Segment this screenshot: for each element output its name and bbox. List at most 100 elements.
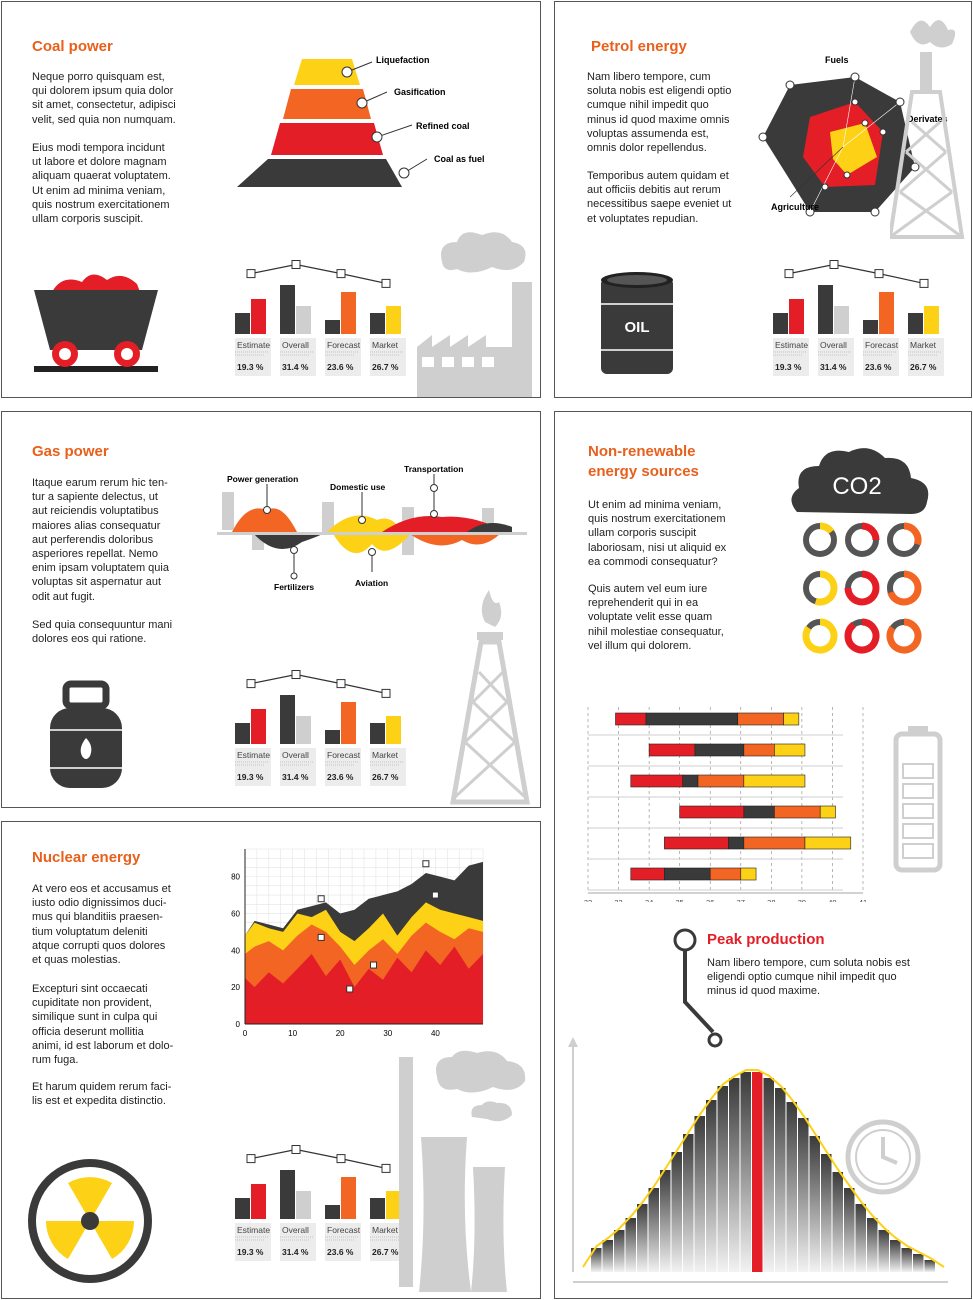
range-segment xyxy=(783,712,800,726)
co2-label: CO2 xyxy=(832,473,881,500)
peak-bar xyxy=(717,1086,728,1272)
trend-marker xyxy=(246,269,256,279)
petrol-paragraph-2: Temporibus autem quidam et aut officiis … xyxy=(587,170,732,225)
trend-line xyxy=(250,1148,387,1169)
bar-label-box xyxy=(235,338,271,376)
peak-bar xyxy=(729,1078,740,1272)
area-marker xyxy=(346,985,354,993)
range-segment xyxy=(630,867,665,881)
peak-bar xyxy=(867,1218,878,1272)
peak-bar xyxy=(752,1072,763,1272)
peak-bar xyxy=(821,1154,832,1272)
donut-segment xyxy=(887,570,922,606)
bar-category-label: Estimate xyxy=(775,340,808,350)
trend-marker xyxy=(291,670,301,679)
bar xyxy=(818,285,833,334)
coal-panel: Coal power Neque porro quisquam est, qui… xyxy=(1,1,541,398)
y-tick-label: 20 xyxy=(231,983,240,992)
petrol-radar-chart: Fuels Derivates Agriculture xyxy=(758,55,948,217)
peak-bar xyxy=(809,1136,820,1272)
radar-label: Agriculture xyxy=(771,202,819,212)
gas-panel: Gas power Itaque earum rerum hic ten- tu… xyxy=(1,411,541,808)
area-series xyxy=(245,946,483,1024)
bar xyxy=(908,313,923,334)
bar xyxy=(773,313,788,334)
bar-value-label: 19.3 % xyxy=(237,362,264,372)
bar-value-label: 26.7 % xyxy=(372,362,399,372)
range-segment xyxy=(728,836,745,850)
range-segment xyxy=(694,743,745,757)
peak-text: Nam libero tempore, cum soluta nobis est… xyxy=(707,957,910,998)
bar xyxy=(386,716,401,744)
area-marker xyxy=(422,860,430,868)
peak-bar xyxy=(832,1172,843,1272)
bar-label-box xyxy=(325,338,361,376)
range-segment xyxy=(743,774,806,788)
bar xyxy=(251,1184,266,1219)
peak-bar xyxy=(625,1218,636,1272)
nonrenewable-paragraph-1: Ut enim ad minima veniam, quis nostrum e… xyxy=(588,499,727,568)
donut-hole xyxy=(896,628,912,644)
bell-curve xyxy=(582,1069,945,1268)
bar-value-label: 19.3 % xyxy=(237,1247,264,1257)
nuclear-panel: Nuclear energy At vero eos et accusamus … xyxy=(1,821,541,1299)
range-segment xyxy=(737,712,784,726)
peak-bar xyxy=(660,1170,671,1272)
peak-pointer xyxy=(673,928,723,1048)
bar-category-label: Forecast xyxy=(327,1225,361,1235)
trend-marker xyxy=(919,278,929,288)
range-segment xyxy=(774,743,806,757)
peak-bar xyxy=(591,1248,602,1272)
nuclear-paragraph-3: Et harum quidem rerum faci- lis est et e… xyxy=(32,1081,172,1108)
nonrenewable-paragraph-2: Quis autem vel eum iure reprehenderit qu… xyxy=(588,583,724,652)
range-segment xyxy=(664,836,729,850)
bar-category-label: Estimate xyxy=(237,340,270,350)
bar-label-box xyxy=(280,748,316,786)
bar xyxy=(325,320,340,334)
bar xyxy=(296,1191,311,1219)
range-segment xyxy=(743,836,806,850)
oil-barrel-icon: OIL xyxy=(601,272,673,374)
y-axis-arrow xyxy=(568,1037,578,1047)
trend-marker xyxy=(336,679,346,689)
bar-value-label: 31.4 % xyxy=(820,362,847,372)
x-tick-label: 32 xyxy=(584,898,592,902)
bar-value-label: 31.4 % xyxy=(282,362,309,372)
trend-marker xyxy=(291,260,301,269)
range-segment xyxy=(709,867,742,881)
bar-label-box xyxy=(280,338,316,376)
donut-hole xyxy=(854,580,870,596)
coal-paragraph-2: Eius modi tempora incidunt ut labore et … xyxy=(32,142,171,226)
bar-category-label: Forecast xyxy=(327,340,361,350)
petrol-panel: Petrol energy Nam libero tempore, cum so… xyxy=(554,1,972,398)
bar-category-label: Market xyxy=(372,1225,399,1235)
trend-marker xyxy=(829,260,839,269)
bar-label-box xyxy=(818,338,854,376)
coal-paragraph-1: Neque porro quisquam est, qui dolorem ip… xyxy=(32,71,176,126)
petrol-title: Petrol energy xyxy=(591,38,687,55)
coal-bar-chart: Estimate 19.3 % Overall 31.4 % Forecast 23.6 … xyxy=(235,260,406,376)
trend-line xyxy=(250,673,387,694)
nonrenewable-title: Non-renewable energy sources xyxy=(588,443,699,480)
bar-label-box xyxy=(773,338,809,376)
trend-marker xyxy=(336,1154,346,1164)
peak-bar xyxy=(890,1240,901,1272)
donut-segment xyxy=(844,618,880,654)
bar xyxy=(280,1170,295,1219)
donut-hole xyxy=(896,580,912,596)
bar-value-label: 23.6 % xyxy=(327,772,354,782)
x-tick-label: 0 xyxy=(243,1029,248,1038)
trend-marker xyxy=(291,1145,301,1154)
pyramid-label: Gasification xyxy=(394,87,446,97)
x-tick-label: 35 xyxy=(675,898,683,902)
bar xyxy=(924,306,939,334)
bar-value-label: 26.7 % xyxy=(372,772,399,782)
gas-paragraph-2: Sed quia consequuntur mani dolores eos q… xyxy=(32,619,173,646)
donut-grid xyxy=(802,522,922,654)
nuclear-paragraph-2: Excepturi sint occaecati cupiditate non … xyxy=(32,983,174,1067)
peak-bar xyxy=(786,1102,797,1272)
range-segment xyxy=(664,867,711,881)
x-tick-label: 39 xyxy=(798,898,806,902)
bar-label-box xyxy=(908,338,944,376)
bar-label-box xyxy=(280,1223,316,1261)
